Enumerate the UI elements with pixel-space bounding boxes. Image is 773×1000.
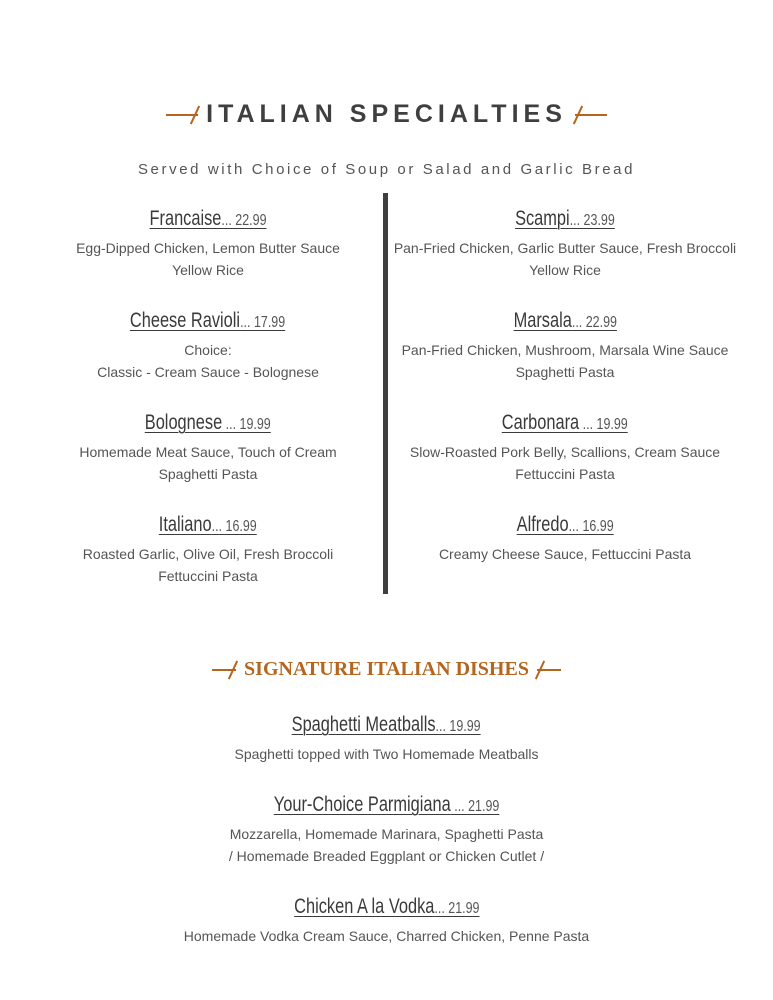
decorative-line-icon <box>212 669 237 672</box>
item-price: ... 16.99 <box>568 518 614 535</box>
menu-item: Scampi... 23.99 Pan-Fried Chicken, Garli… <box>385 207 745 281</box>
item-name-text: Carbonara <box>502 411 580 434</box>
item-name: Scampi... 23.99 <box>515 207 615 231</box>
item-price: ... 23.99 <box>569 212 615 229</box>
description-line: Spaghetti topped with Two Homemade Meatb… <box>234 746 539 762</box>
item-description: Pan-Fried Chicken, Mushroom, Marsala Win… <box>385 339 745 383</box>
item-name-text: Francaise <box>149 207 222 230</box>
section-title: ITALIAN SPECIALTIES <box>0 100 773 129</box>
description-line: / Homemade Breaded Eggplant or Chicken C… <box>228 848 545 864</box>
item-price: ... 19.99 <box>579 416 628 433</box>
item-price: ... 17.99 <box>240 314 286 331</box>
decorative-line-icon <box>536 669 561 672</box>
description-line: Roasted Garlic, Olive Oil, Fresh Broccol… <box>82 546 334 562</box>
description-line: Creamy Cheese Sauce, Fettuccini Pasta <box>438 546 692 562</box>
item-description: Slow-Roasted Pork Belly, Scallions, Crea… <box>385 441 745 485</box>
item-name-text: Cheese Ravioli <box>130 309 241 332</box>
menu-item: Spaghetti Meatballs... 19.99 Spaghetti t… <box>0 713 773 765</box>
item-name: Your-Choice Parmigiana ... 21.99 <box>274 793 500 817</box>
description-line: Spaghetti Pasta <box>515 364 615 380</box>
menu-item: Alfredo... 16.99 Creamy Cheese Sauce, Fe… <box>385 513 745 565</box>
item-price: ... 22.99 <box>571 314 617 331</box>
description-line: Pan-Fried Chicken, Mushroom, Marsala Win… <box>401 342 729 358</box>
column-divider <box>383 193 388 594</box>
menu-item: Italiano... 16.99 Roasted Garlic, Olive … <box>28 513 388 587</box>
item-name-text: Italiano <box>159 513 212 536</box>
item-name-text: Scampi <box>515 207 570 230</box>
description-line: Spaghetti Pasta <box>158 466 258 482</box>
menu-item: Chicken A la Vodka... 21.99 Homemade Vod… <box>0 895 773 947</box>
item-name: Italiano... 16.99 <box>159 513 257 537</box>
menu-item: Cheese Ravioli... 17.99 Choice: Classic -… <box>28 309 388 383</box>
description-line: Yellow Rice <box>529 262 601 278</box>
item-description: Homemade Vodka Cream Sauce, Charred Chic… <box>0 925 773 947</box>
description-line: Fettuccini Pasta <box>158 568 258 584</box>
item-description: Creamy Cheese Sauce, Fettuccini Pasta <box>385 543 745 565</box>
description-line: Mozzarella, Homemade Marinara, Spaghetti… <box>229 826 544 842</box>
section-subtitle: Served with Choice of Soup or Salad and … <box>137 161 636 178</box>
description-line: Choice: <box>184 342 232 358</box>
item-name: Chicken A la Vodka... 21.99 <box>294 895 479 919</box>
item-name: Cheese Ravioli... 17.99 <box>130 309 285 333</box>
item-price: ... 16.99 <box>211 518 257 535</box>
item-description: Egg-Dipped Chicken, Lemon Butter Sauce Ye… <box>28 237 388 281</box>
item-name-text: Alfredo <box>516 513 569 536</box>
title-text: ITALIAN SPECIALTIES <box>206 100 567 128</box>
description-line: Pan-Fried Chicken, Garlic Butter Sauce, … <box>393 240 737 256</box>
description-line: Egg-Dipped Chicken, Lemon Butter Sauce <box>76 240 340 256</box>
description-line: Fettuccini Pasta <box>515 466 615 482</box>
signature-title: SIGNATURE ITALIAN DISHES <box>0 658 773 681</box>
item-name: Carbonara ... 19.99 <box>502 411 628 435</box>
item-description: Mozzarella, Homemade Marinara, Spaghetti… <box>0 823 773 867</box>
item-name-text: Bolognese <box>145 411 223 434</box>
menu-item: Carbonara ... 19.99 Slow-Roasted Pork Be… <box>385 411 745 485</box>
item-description: Homemade Meat Sauce, Touch of Cream Spagh… <box>28 441 388 485</box>
menu-item: Francaise... 22.99 Egg-Dipped Chicken, L… <box>28 207 388 281</box>
item-name-text: Your-Choice Parmigiana <box>273 793 451 816</box>
item-name: Spaghetti Meatballs... 19.99 <box>292 713 481 737</box>
item-description: Roasted Garlic, Olive Oil, Fresh Broccol… <box>28 543 388 587</box>
item-name: Alfredo... 16.99 <box>516 513 613 537</box>
description-line: Homemade Meat Sauce, Touch of Cream <box>79 444 337 460</box>
item-price: ... 21.99 <box>434 900 480 917</box>
item-description: Spaghetti topped with Two Homemade Meatb… <box>0 743 773 765</box>
item-name: Bolognese ... 19.99 <box>145 411 271 435</box>
description-line: Yellow Rice <box>172 262 244 278</box>
menu-item: Bolognese ... 19.99 Homemade Meat Sauce,… <box>28 411 388 485</box>
decorative-line-icon <box>166 114 199 117</box>
item-name-text: Marsala <box>513 309 572 332</box>
item-name: Francaise... 22.99 <box>149 207 266 231</box>
item-price: ... 21.99 <box>450 798 500 815</box>
menu-item: Your-Choice Parmigiana ... 21.99 Mozzare… <box>0 793 773 867</box>
description-line: Slow-Roasted Pork Belly, Scallions, Crea… <box>409 444 721 460</box>
menu-item: Marsala... 22.99 Pan-Fried Chicken, Mush… <box>385 309 745 383</box>
item-description: Pan-Fried Chicken, Garlic Butter Sauce, … <box>385 237 745 281</box>
item-name-text: Chicken A la Vodka <box>293 895 435 918</box>
item-description: Choice: Classic - Cream Sauce - Bolognese <box>28 339 388 383</box>
item-name-text: Spaghetti Meatballs <box>292 713 436 736</box>
item-price: ... 22.99 <box>221 212 267 229</box>
decorative-line-icon <box>574 114 607 117</box>
description-line: Homemade Vodka Cream Sauce, Charred Chic… <box>183 928 590 944</box>
item-price: ... 19.99 <box>435 718 481 735</box>
item-name: Marsala... 22.99 <box>513 309 616 333</box>
signature-title-text: SIGNATURE ITALIAN DISHES <box>244 658 529 680</box>
item-price: ... 19.99 <box>222 416 271 433</box>
description-line: Classic - Cream Sauce - Bolognese <box>97 364 319 380</box>
